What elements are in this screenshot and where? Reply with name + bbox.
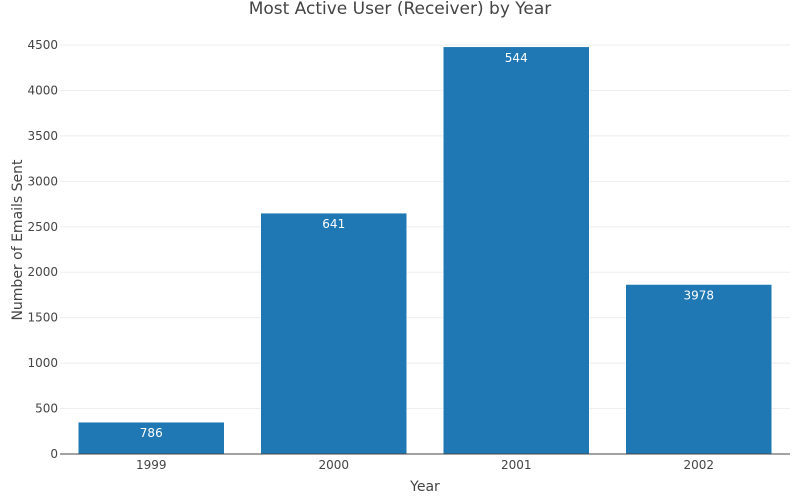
y-tick-label: 2000 [27,265,58,279]
bar-data-label: 3978 [683,288,714,302]
y-tick-label: 1000 [27,356,58,370]
y-tick-label: 4000 [27,83,58,97]
bars: 786 641 544 3978 [78,46,772,455]
x-tick-label: 1999 [136,458,167,472]
x-tick-label: 2000 [318,458,349,472]
y-tick-label: 3500 [27,129,58,143]
bar [78,421,225,455]
bar [625,284,772,455]
y-tick-label: 0 [50,447,58,461]
x-axis-title: Year [409,479,440,494]
y-tick-label: 500 [35,402,58,416]
bar [260,212,407,455]
y-tick-label: 1500 [27,311,58,325]
bar [443,46,590,455]
gridlines [60,44,790,410]
bar-data-label: 786 [140,426,163,440]
y-tick-label: 2500 [27,220,58,234]
x-axis-ticks: 1999 2000 2001 2002 [136,458,714,472]
y-axis-title: Number of Emails Sent [10,159,26,321]
x-tick-label: 2001 [501,458,532,472]
x-tick-label: 2002 [683,458,714,472]
y-tick-label: 4500 [27,38,58,52]
y-tick-label: 3000 [27,174,58,188]
bar-data-label: 544 [505,51,528,65]
y-axis-ticks: 0 500 1000 1500 2000 2500 3000 3500 4000 4500 [27,38,58,461]
chart-title: Most Active User (Receiver) by Year [249,0,552,19]
bar-data-label: 641 [322,217,345,231]
